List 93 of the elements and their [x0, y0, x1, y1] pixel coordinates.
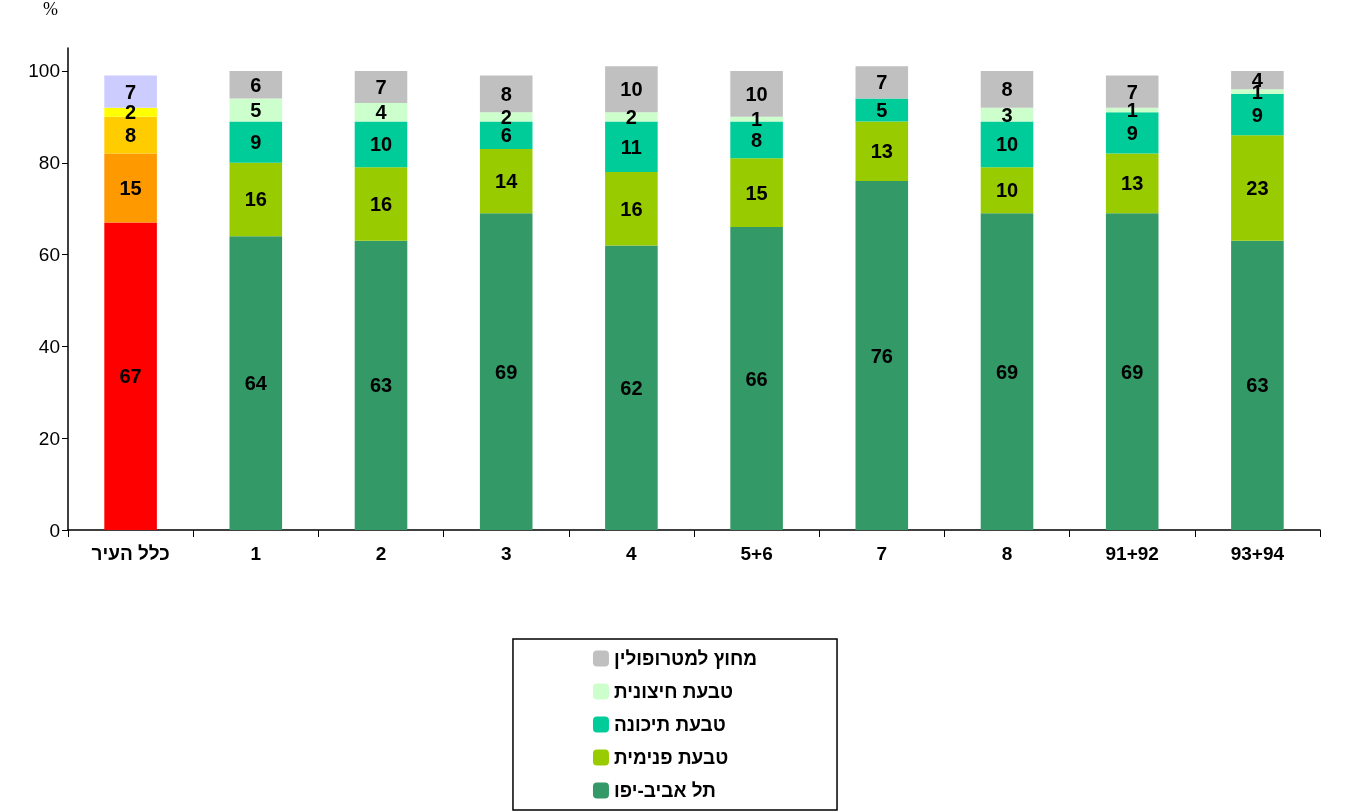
bar [354, 70, 408, 104]
y-axis-title: % [43, 0, 58, 19]
y-tick-label: 80 [38, 152, 60, 174]
data-label: 16 [244, 188, 267, 211]
data-label: 7 [876, 71, 888, 94]
x-tick-label: 2 [375, 543, 387, 564]
bar [855, 121, 909, 182]
bar [855, 98, 909, 122]
data-label: 67 [119, 365, 142, 388]
data-label: 69 [995, 360, 1019, 383]
y-tick-label: 60 [38, 244, 60, 266]
data-label: 62 [620, 376, 643, 399]
x-tick-label: 7 [876, 543, 888, 564]
bar [229, 121, 283, 163]
data-label: 8 [1001, 78, 1013, 101]
y-tick-label: 40 [38, 335, 60, 357]
legend-label: טבעת פנימית [613, 747, 729, 768]
data-label: 63 [1246, 374, 1269, 397]
data-label: 13 [1121, 172, 1144, 195]
bar [855, 181, 909, 530]
data-label: 15 [119, 177, 142, 200]
data-label: 76 [870, 344, 893, 367]
data-label: 64 [244, 372, 268, 395]
bar [730, 158, 783, 228]
x-tick-label: 1 [250, 543, 262, 564]
bar [354, 121, 408, 168]
y-tick-label: 20 [38, 427, 60, 449]
data-label: 10 [745, 82, 768, 105]
bar [980, 213, 1034, 530]
y-tick-label: 0 [49, 519, 60, 541]
data-label: 9 [1251, 103, 1263, 126]
x-tick-label: 5+6 [740, 543, 773, 564]
data-label: 23 [1246, 177, 1269, 200]
data-label: 69 [1121, 360, 1144, 383]
bar [1231, 240, 1284, 530]
bar [980, 167, 1034, 214]
data-label: 14 [495, 170, 519, 193]
data-label: 9 [1126, 121, 1138, 144]
data-label: 8 [125, 124, 137, 147]
data-label: 8 [751, 128, 763, 151]
x-tick-label: 91+92 [1105, 543, 1159, 564]
bar [229, 236, 283, 530]
data-label: 16 [369, 193, 393, 216]
data-label: 63 [369, 374, 393, 397]
bar [1105, 213, 1159, 530]
data-label: 10 [995, 179, 1019, 202]
y-tick-label: 100 [28, 60, 60, 82]
data-label: 16 [620, 197, 643, 220]
data-label: 7 [375, 76, 387, 99]
bar [229, 162, 283, 237]
data-label: 10 [995, 133, 1019, 156]
legend-label: תל אביב-יפו [613, 780, 716, 801]
x-tick-label: 4 [626, 543, 638, 564]
bar [479, 148, 533, 214]
bar [855, 66, 909, 99]
bar [479, 213, 533, 530]
data-label: 5 [250, 98, 262, 121]
data-label: 13 [870, 140, 893, 163]
data-label: 15 [745, 181, 768, 204]
data-label: 11 [620, 135, 642, 158]
data-label: 10 [620, 78, 643, 101]
legend-label: טבעת תיכונה [613, 714, 726, 735]
data-label: 6 [500, 124, 512, 147]
bar [1105, 153, 1159, 214]
data-label: 9 [250, 131, 262, 154]
x-tick-label: 3 [500, 543, 512, 564]
data-label: 7 [1126, 80, 1138, 103]
bar [980, 121, 1034, 168]
bar [229, 98, 283, 122]
data-label: 6 [250, 73, 262, 96]
bar [980, 70, 1034, 108]
x-tick-label: 8 [1001, 543, 1013, 564]
bar [354, 240, 408, 530]
data-label: 3 [1001, 103, 1013, 126]
legend-label: טבעת חיצונית [613, 681, 734, 702]
bar [354, 167, 408, 241]
bar [605, 171, 658, 246]
data-label: 10 [369, 133, 393, 156]
data-label: 66 [745, 367, 768, 390]
data-label: 8 [500, 82, 512, 105]
x-tick-label: 93+94 [1230, 543, 1285, 564]
data-label: 5 [876, 98, 888, 121]
data-label: 7 [125, 80, 137, 103]
bar [730, 227, 783, 530]
data-label: 69 [495, 360, 518, 383]
bar [605, 245, 658, 530]
bar [104, 153, 157, 223]
data-label: 2 [125, 101, 137, 124]
data-label: 4 [375, 101, 388, 124]
bar [1231, 135, 1284, 241]
legend-label: מחוץ למטרופולין [613, 648, 758, 669]
bar [104, 222, 157, 530]
x-tick-label: כלל העיר [91, 543, 170, 564]
